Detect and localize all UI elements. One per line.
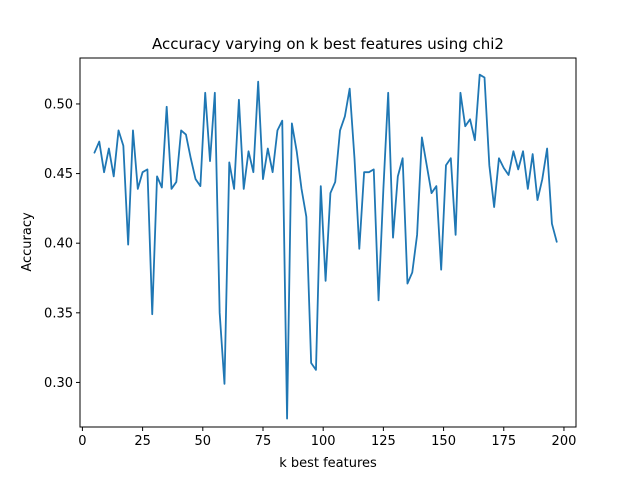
- accuracy-series-line: [93, 73, 558, 420]
- y-tick-label: 0.35: [44, 306, 73, 321]
- x-tick-label: 125: [371, 434, 396, 449]
- x-tick-label: 100: [311, 434, 336, 449]
- axes-frame: [79, 57, 577, 428]
- y-axis-label: Accuracy: [20, 212, 35, 272]
- y-tick-label: 0.50: [44, 97, 73, 112]
- chart-title: Accuracy varying on k best features usin…: [152, 35, 504, 53]
- x-tick-label: 75: [255, 434, 272, 449]
- x-tick-label: 25: [134, 434, 151, 449]
- plot-area: [79, 57, 577, 428]
- y-tick-label: 0.40: [44, 237, 73, 252]
- x-axis-label: k best features: [279, 456, 377, 471]
- x-axis-ticks: 0 25 50 75 100 125 150 175 200: [78, 427, 576, 449]
- x-tick-label: 150: [431, 434, 456, 449]
- y-tick-label: 0.45: [44, 167, 73, 182]
- x-tick-label: 200: [552, 434, 577, 449]
- x-tick-label: 0: [78, 434, 86, 449]
- x-tick-label: 175: [491, 434, 516, 449]
- x-tick-label: 50: [195, 434, 212, 449]
- y-tick-label: 0.30: [44, 376, 73, 391]
- y-axis-ticks: 0.30 0.35 0.40 0.45 0.50: [44, 97, 80, 391]
